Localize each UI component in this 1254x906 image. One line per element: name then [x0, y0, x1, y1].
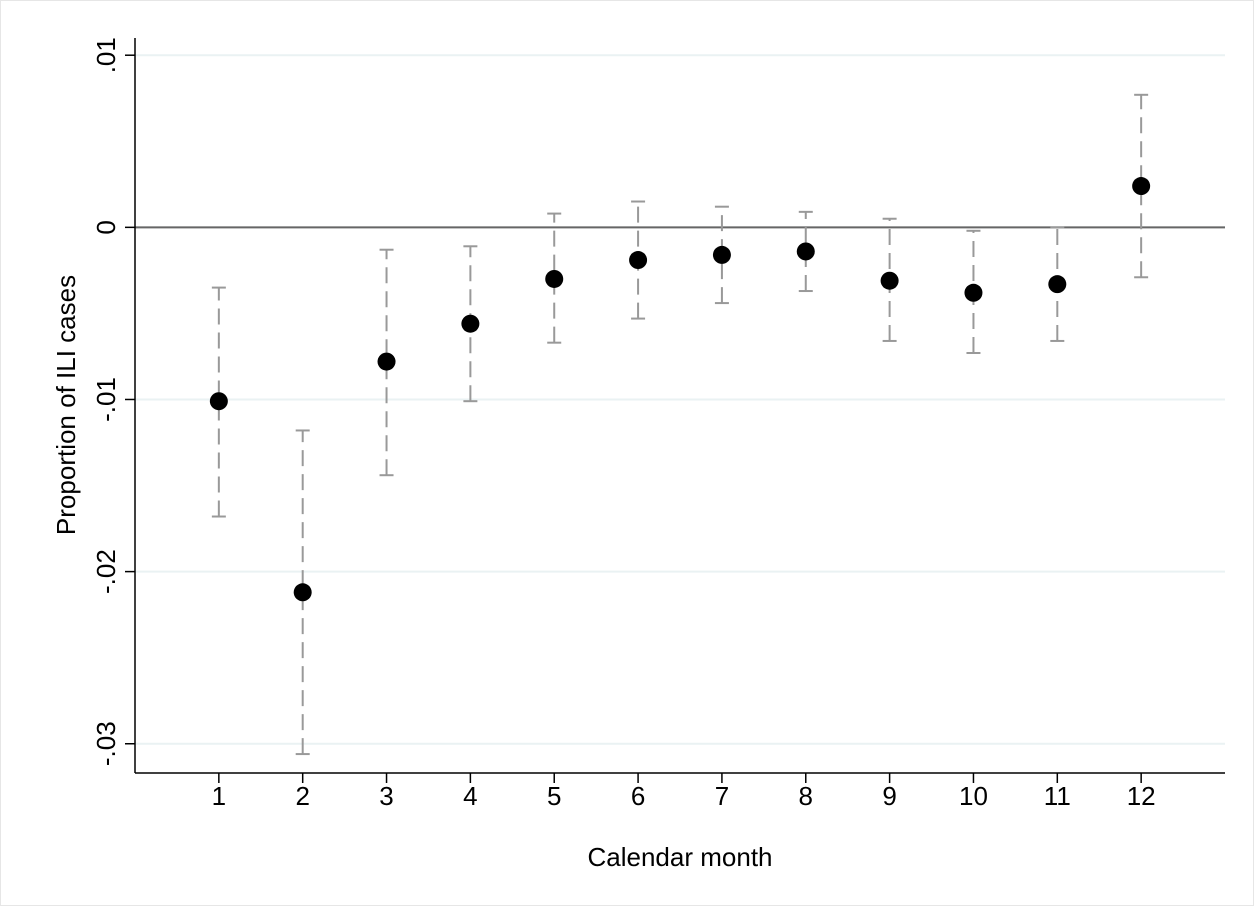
point: [545, 269, 564, 288]
x-tick-label: 1: [212, 781, 226, 811]
y-tick-label: -.01: [91, 377, 121, 422]
x-tick-label: 3: [379, 781, 393, 811]
point: [377, 352, 396, 371]
point: [293, 583, 312, 602]
y-tick-label: .01: [91, 37, 121, 73]
point: [1132, 177, 1151, 196]
point: [880, 271, 899, 290]
x-tick-label: 4: [463, 781, 477, 811]
y-tick-label: 0: [91, 220, 121, 234]
x-tick-label: 10: [959, 781, 988, 811]
x-tick-label: 9: [882, 781, 896, 811]
point: [629, 251, 648, 270]
point: [209, 392, 228, 411]
y-axis-title: Proportion of ILI cases: [51, 275, 81, 535]
y-tick-label: -.03: [91, 721, 121, 766]
x-tick-label: 5: [547, 781, 561, 811]
x-tick-label: 11: [1044, 781, 1071, 811]
point: [796, 242, 815, 261]
x-tick-label: 2: [295, 781, 309, 811]
point: [964, 283, 983, 302]
x-axis-title: Calendar month: [588, 842, 773, 872]
y-tick-label: -.02: [91, 549, 121, 594]
x-tick-label: 6: [631, 781, 645, 811]
x-tick-label: 7: [715, 781, 729, 811]
point: [712, 245, 731, 264]
x-tick-label: 12: [1127, 781, 1156, 811]
x-tick-label: 8: [799, 781, 813, 811]
point: [461, 314, 480, 333]
point: [1048, 275, 1067, 294]
